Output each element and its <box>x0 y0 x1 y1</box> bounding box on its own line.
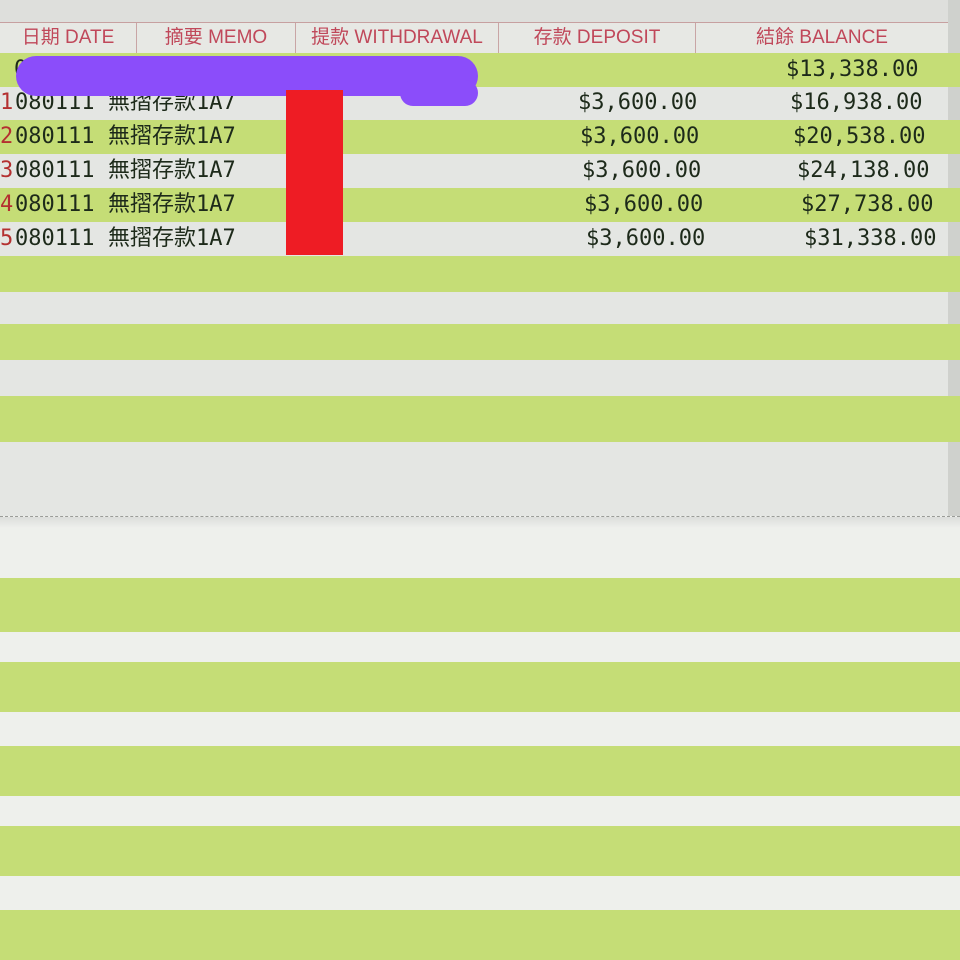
balance-cell: $20,538.00 <box>793 124 926 149</box>
row-number: 5 <box>0 226 14 251</box>
memo-cell: 無摺存款1A7 <box>108 158 236 183</box>
table-row: 5 080111 無摺存款1A7 $3,600.00 $31,338.00 <box>0 222 960 256</box>
header-memo: 摘要 MEMO <box>137 23 296 53</box>
deposit-cell: $3,600.00 <box>584 192 704 217</box>
deposit-cell: $3,600.00 <box>582 158 702 183</box>
header-date: 日期 DATE <box>0 23 137 53</box>
stripe <box>0 578 960 632</box>
stripe <box>0 324 960 360</box>
date-cell: 080111 <box>15 192 95 217</box>
deposit-cell: $3,600.00 <box>578 90 698 115</box>
stripe <box>0 746 960 796</box>
page-top <box>0 0 960 22</box>
table-row: 3 080111 無摺存款1A7 $3,600.00 $24,138.00 <box>0 154 960 188</box>
lower-page <box>0 528 960 960</box>
stripe <box>0 662 960 712</box>
stripe <box>0 188 960 222</box>
row-number: 2 <box>0 124 14 149</box>
balance-cell: $13,338.00 <box>786 57 919 82</box>
stripe <box>0 396 960 442</box>
date-cell: 080111 <box>15 226 95 251</box>
header-balance: 結餘 BALANCE <box>756 27 888 48</box>
balance-cell: $16,938.00 <box>790 90 923 115</box>
date-cell: 080111 <box>15 158 95 183</box>
row-number: 3 <box>0 158 14 183</box>
date-cell: 080111 <box>15 124 95 149</box>
memo-cell: 無摺存款1A7 <box>108 226 236 251</box>
table-header: 日期 DATE 摘要 MEMO 提款 WITHDRAWAL 存款 DEPOSIT… <box>0 22 948 54</box>
balance-cell: $27,738.00 <box>801 192 934 217</box>
stripe <box>0 120 960 154</box>
stripe <box>0 256 960 292</box>
balance-cell: $24,138.00 <box>797 158 930 183</box>
redaction-scribble <box>400 80 478 106</box>
table-row: 4 080111 無摺存款1A7 $3,600.00 $27,738.00 <box>0 188 960 222</box>
deposit-cell: $3,600.00 <box>580 124 700 149</box>
memo-cell: 無摺存款1A7 <box>108 124 236 149</box>
memo-cell: 無摺存款1A7 <box>108 192 236 217</box>
header-deposit: 存款 DEPOSIT <box>499 23 696 53</box>
header-withdrawal: 提款 WITHDRAWAL <box>296 23 499 53</box>
table-row: 2 080111 無摺存款1A7 $3,600.00 $20,538.00 <box>0 120 960 154</box>
row-number: 4 <box>0 192 14 217</box>
row-number: 1 <box>0 90 14 115</box>
deposit-cell: $3,600.00 <box>586 226 706 251</box>
stripe <box>0 826 960 876</box>
page-fold <box>0 516 960 529</box>
stripe <box>0 910 960 960</box>
balance-cell: $31,338.00 <box>804 226 937 251</box>
redaction-bar <box>286 90 343 255</box>
